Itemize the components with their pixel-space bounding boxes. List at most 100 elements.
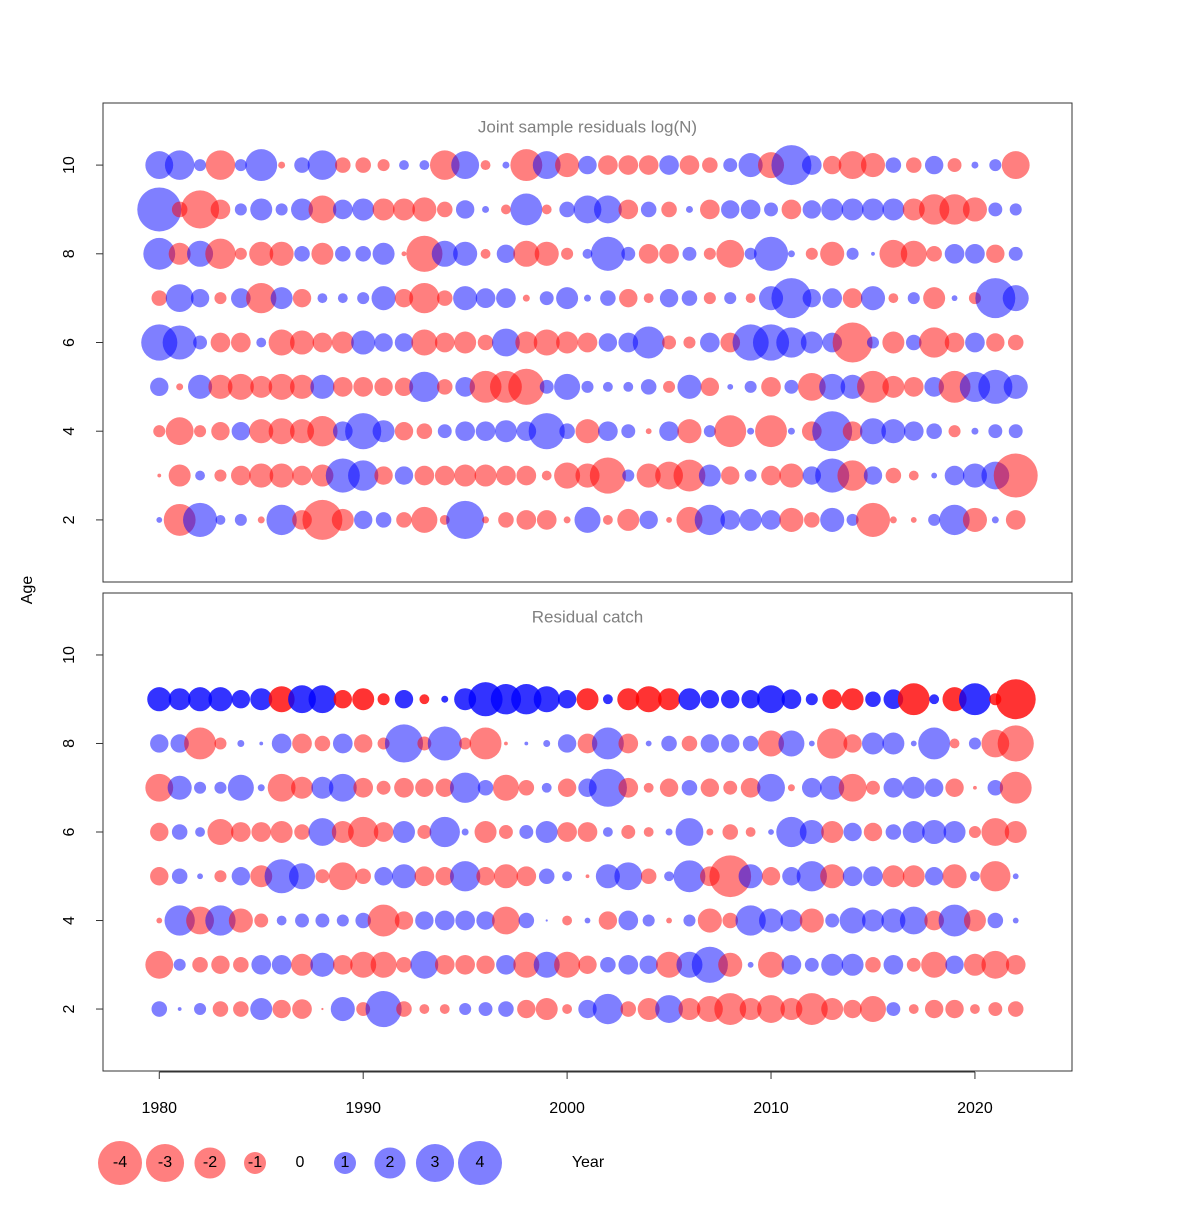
bubble bbox=[1008, 246, 1023, 261]
bubble bbox=[353, 734, 373, 753]
bubble bbox=[367, 904, 400, 937]
bubble bbox=[721, 690, 740, 709]
bubble bbox=[171, 868, 188, 885]
bubble bbox=[543, 740, 551, 747]
bubble bbox=[310, 952, 335, 977]
bubble bbox=[441, 695, 449, 703]
bubble bbox=[865, 691, 881, 708]
bubble bbox=[310, 374, 335, 399]
bubble bbox=[291, 198, 314, 221]
bubble bbox=[168, 242, 191, 265]
bubble bbox=[639, 510, 658, 530]
bubble bbox=[908, 470, 919, 481]
bubble bbox=[292, 733, 312, 754]
bubble bbox=[700, 377, 720, 397]
bubble bbox=[435, 867, 454, 886]
bubble bbox=[294, 824, 310, 840]
bubble bbox=[434, 465, 455, 486]
bubble bbox=[492, 906, 520, 935]
bubble bbox=[455, 954, 475, 975]
bubble bbox=[311, 242, 334, 265]
bubble bbox=[963, 909, 986, 932]
bubble bbox=[264, 859, 299, 894]
bubble bbox=[882, 732, 905, 755]
bubble bbox=[455, 421, 475, 442]
bubble bbox=[557, 690, 577, 709]
bubble bbox=[554, 462, 581, 489]
bubble bbox=[866, 780, 880, 795]
bubble bbox=[231, 422, 251, 441]
bubble bbox=[906, 957, 921, 972]
bubble bbox=[593, 195, 622, 224]
bubble bbox=[150, 377, 169, 397]
bubble bbox=[949, 738, 960, 749]
bubble bbox=[214, 870, 227, 883]
bubble bbox=[618, 954, 639, 975]
bubble bbox=[860, 153, 886, 178]
bubble bbox=[838, 151, 867, 180]
bubble bbox=[841, 198, 864, 221]
bubble bbox=[294, 157, 310, 173]
bubble bbox=[910, 516, 917, 523]
bubble bbox=[721, 466, 740, 485]
bubble bbox=[903, 377, 924, 397]
bubble bbox=[942, 864, 967, 889]
bubble bbox=[804, 957, 819, 972]
bubble bbox=[924, 999, 944, 1019]
bubble bbox=[617, 688, 640, 711]
bubble bbox=[787, 427, 795, 435]
bubble bbox=[585, 874, 590, 879]
bubble bbox=[1007, 1001, 1024, 1017]
bubble bbox=[434, 954, 455, 975]
bubble bbox=[150, 734, 169, 753]
bubble bbox=[234, 247, 247, 260]
bubble bbox=[846, 247, 859, 260]
bubble bbox=[991, 516, 999, 524]
bubble bbox=[645, 428, 652, 435]
bubble bbox=[1005, 954, 1026, 975]
bubble bbox=[1004, 821, 1027, 843]
bubble bbox=[291, 776, 314, 799]
bubble bbox=[475, 421, 496, 442]
bubble bbox=[683, 336, 696, 349]
x-tick-label: 2020 bbox=[957, 1100, 993, 1117]
bubble bbox=[598, 155, 618, 175]
bubble bbox=[494, 420, 517, 443]
bubble bbox=[372, 242, 395, 265]
bubble bbox=[409, 371, 440, 403]
bubble bbox=[924, 377, 944, 397]
bubble bbox=[703, 292, 716, 305]
bubble bbox=[602, 827, 613, 837]
bubble bbox=[980, 861, 1011, 892]
bubble bbox=[988, 424, 1003, 439]
bubble bbox=[943, 821, 966, 843]
bubble bbox=[192, 956, 208, 973]
bubble bbox=[353, 510, 373, 530]
bubble bbox=[860, 286, 886, 311]
bubble bbox=[295, 913, 309, 928]
bubble bbox=[723, 158, 738, 173]
bubble bbox=[944, 332, 965, 353]
bubble bbox=[995, 679, 1036, 720]
bubble bbox=[764, 202, 778, 217]
bubble bbox=[753, 236, 789, 271]
bubble bbox=[589, 457, 626, 494]
bubble bbox=[703, 247, 716, 260]
bubble bbox=[449, 861, 481, 892]
bubble bbox=[289, 374, 315, 399]
bubble bbox=[417, 825, 432, 839]
bubble bbox=[231, 288, 251, 308]
bubble bbox=[639, 955, 658, 974]
bubble bbox=[739, 998, 762, 1021]
bubble bbox=[271, 733, 292, 754]
bubble bbox=[989, 159, 1002, 172]
bubble bbox=[619, 288, 638, 308]
bubble bbox=[419, 694, 430, 705]
bubble bbox=[308, 195, 337, 224]
bubble bbox=[885, 157, 902, 173]
bubble bbox=[394, 288, 414, 308]
bubble bbox=[474, 464, 497, 487]
bubble bbox=[948, 425, 961, 438]
bubble bbox=[355, 912, 371, 929]
bubble bbox=[517, 999, 536, 1019]
